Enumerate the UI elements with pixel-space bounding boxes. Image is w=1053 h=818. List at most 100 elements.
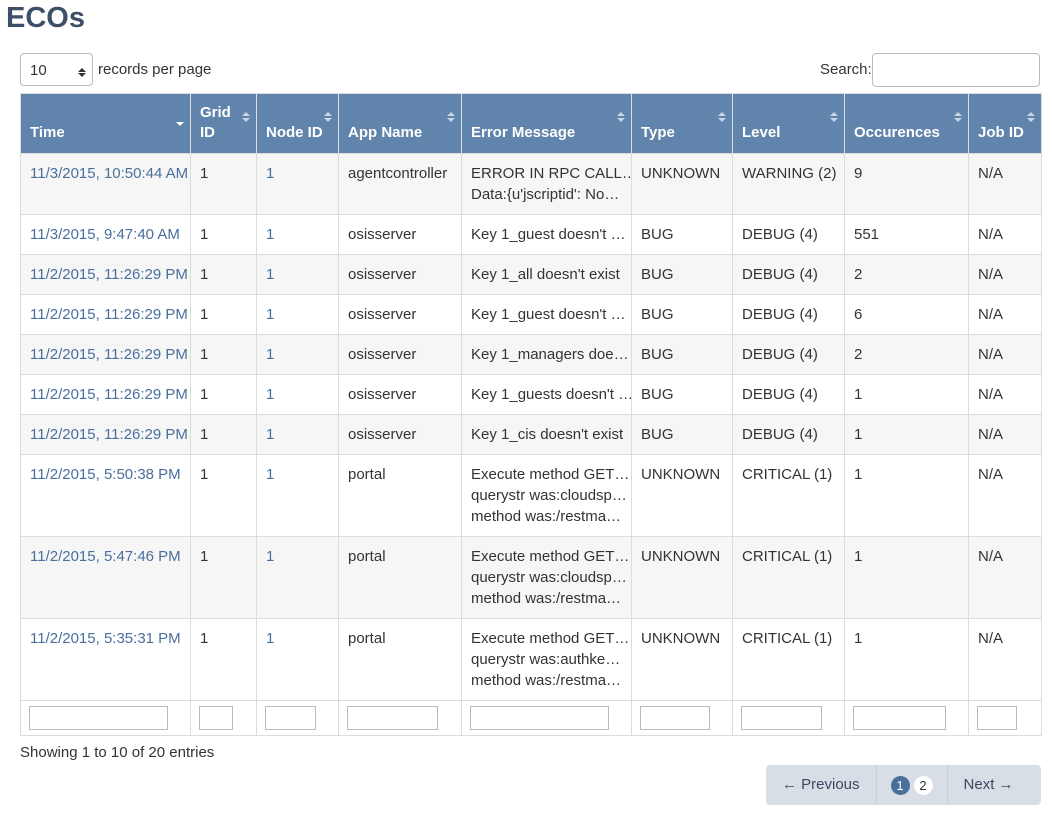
time-link[interactable]: 11/2/2015, 5:35:31 PM	[30, 630, 181, 647]
table-cell: DEBUG (4)	[732, 374, 845, 415]
node-link[interactable]: 1	[266, 266, 275, 283]
table-cell: osisserver	[338, 414, 462, 455]
node-link[interactable]: 1	[266, 426, 275, 443]
table-cell: 1	[256, 618, 339, 701]
page-length-select[interactable]: 10	[20, 53, 93, 86]
column-header[interactable]: Node ID	[256, 93, 339, 154]
column-header[interactable]: Level	[732, 93, 845, 154]
column-filter[interactable]	[265, 706, 316, 730]
time-link[interactable]: 11/2/2015, 5:47:46 PM	[30, 548, 181, 565]
table-cell: N/A	[968, 254, 1042, 295]
page-title: ECOs	[6, 2, 85, 34]
cell-text: DEBUG (4)	[742, 306, 818, 323]
column-title: Job ID	[978, 124, 1024, 141]
node-link[interactable]: 1	[266, 306, 275, 323]
error-message-line: Key 1_cis doesn't exist	[471, 426, 624, 443]
cell-text: BUG	[641, 426, 674, 443]
table-cell: CRITICAL (1)	[732, 618, 845, 701]
cell-text: N/A	[978, 346, 1004, 363]
table-cell: N/A	[968, 294, 1042, 335]
cell-text: BUG	[641, 346, 674, 363]
cell-text: BUG	[641, 226, 674, 243]
time-link[interactable]: 11/2/2015, 11:26:29 PM	[30, 426, 188, 443]
cell-text: 551	[854, 226, 880, 243]
table-cell: 1	[190, 334, 257, 375]
error-message-line: ERROR IN RPC CALL…	[471, 165, 632, 182]
table-cell: 11/2/2015, 5:50:38 PM	[20, 454, 191, 537]
filter-cell	[844, 700, 969, 736]
node-link[interactable]: 1	[266, 466, 275, 483]
time-link[interactable]: 11/2/2015, 11:26:29 PM	[30, 386, 188, 403]
page-number[interactable]: 1	[890, 775, 910, 795]
column-header[interactable]: App Name	[338, 93, 462, 154]
column-header[interactable]: Grid ID	[190, 93, 257, 154]
column-filter[interactable]	[470, 706, 609, 730]
cell-text: N/A	[978, 630, 1004, 647]
column-header[interactable]: Occurences	[844, 93, 969, 154]
cell-text: 1	[200, 548, 209, 565]
cell-text: CRITICAL (1)	[742, 630, 833, 647]
table-cell: osisserver	[338, 374, 462, 415]
cell-text: N/A	[978, 386, 1004, 403]
table-cell: 1	[844, 618, 969, 701]
node-link[interactable]: 1	[266, 165, 275, 182]
cell-text: 2	[854, 266, 863, 283]
search-input[interactable]	[872, 53, 1040, 87]
time-link[interactable]: 11/2/2015, 11:26:29 PM	[30, 306, 188, 323]
column-header[interactable]: Error Message	[461, 93, 632, 154]
time-link[interactable]: 11/2/2015, 11:26:29 PM	[30, 266, 188, 283]
table-cell: UNKNOWN	[631, 153, 733, 215]
header-row: Time Grid ID Node ID App Name Error Message T…	[20, 93, 1042, 154]
table-cell: BUG	[631, 334, 733, 375]
column-filter[interactable]	[29, 706, 168, 730]
cell-text: 9	[854, 165, 863, 182]
column-filter[interactable]	[741, 706, 822, 730]
table-cell: osisserver	[338, 334, 462, 375]
table-row: 11/3/2015, 9:47:40 AM 1 1 osisserver Key 1_g…	[20, 214, 1042, 255]
table-row: 11/2/2015, 11:26:29 PM 1 1 osisserver Key 1_…	[20, 414, 1042, 455]
column-header[interactable]: Time	[20, 93, 191, 154]
table-row: 11/2/2015, 5:50:38 PM 1 1 portal Execute met…	[20, 454, 1042, 537]
node-link[interactable]: 1	[266, 548, 275, 565]
table-cell: agentcontroller	[338, 153, 462, 215]
column-header[interactable]: Type	[631, 93, 733, 154]
table-cell: CRITICAL (1)	[732, 536, 845, 619]
table-cell: 1	[844, 374, 969, 415]
search-label: Search:	[820, 61, 872, 78]
cell-text: 1	[200, 426, 209, 443]
column-title: Grid ID	[200, 104, 231, 141]
cell-text: osisserver	[348, 306, 417, 323]
table-row: 11/2/2015, 11:26:29 PM 1 1 osisserver Key 1_…	[20, 374, 1042, 415]
column-filter[interactable]	[347, 706, 438, 730]
column-filter[interactable]	[199, 706, 233, 730]
cell-text: portal	[348, 548, 386, 565]
next-button[interactable]: Next →	[963, 776, 1014, 793]
ecos-table: Time Grid ID Node ID App Name Error Message T…	[20, 93, 1042, 736]
time-link[interactable]: 11/2/2015, 11:26:29 PM	[30, 346, 188, 363]
node-link[interactable]: 1	[266, 346, 275, 363]
time-link[interactable]: 11/2/2015, 5:50:38 PM	[30, 466, 181, 483]
page-length-label: records per page	[98, 61, 212, 78]
column-filter[interactable]	[977, 706, 1017, 730]
cell-text: portal	[348, 630, 386, 647]
table-row: 11/2/2015, 11:26:29 PM 1 1 osisserver Key 1_…	[20, 254, 1042, 295]
cell-text: osisserver	[348, 226, 417, 243]
table-cell: BUG	[631, 214, 733, 255]
column-filter[interactable]	[853, 706, 946, 730]
node-link[interactable]: 1	[266, 386, 275, 403]
time-link[interactable]: 11/3/2015, 10:50:44 AM	[30, 165, 189, 182]
page-number[interactable]: 2	[913, 775, 933, 795]
error-message-line: querystr was:authke…	[471, 651, 621, 668]
time-link[interactable]: 11/3/2015, 9:47:40 AM	[30, 226, 180, 243]
cell-text: UNKNOWN	[641, 165, 721, 182]
table-cell: DEBUG (4)	[732, 214, 845, 255]
column-header[interactable]: Job ID	[968, 93, 1042, 154]
node-link[interactable]: 1	[266, 226, 275, 243]
table-cell: 1	[256, 374, 339, 415]
error-message-line: Key 1_guest doesn't …	[471, 226, 626, 243]
node-link[interactable]: 1	[266, 630, 275, 647]
table-cell: Key 1_guest doesn't …	[461, 214, 632, 255]
previous-button[interactable]: ← Previous	[782, 776, 860, 793]
column-filter[interactable]	[640, 706, 710, 730]
table-cell: 1	[256, 294, 339, 335]
